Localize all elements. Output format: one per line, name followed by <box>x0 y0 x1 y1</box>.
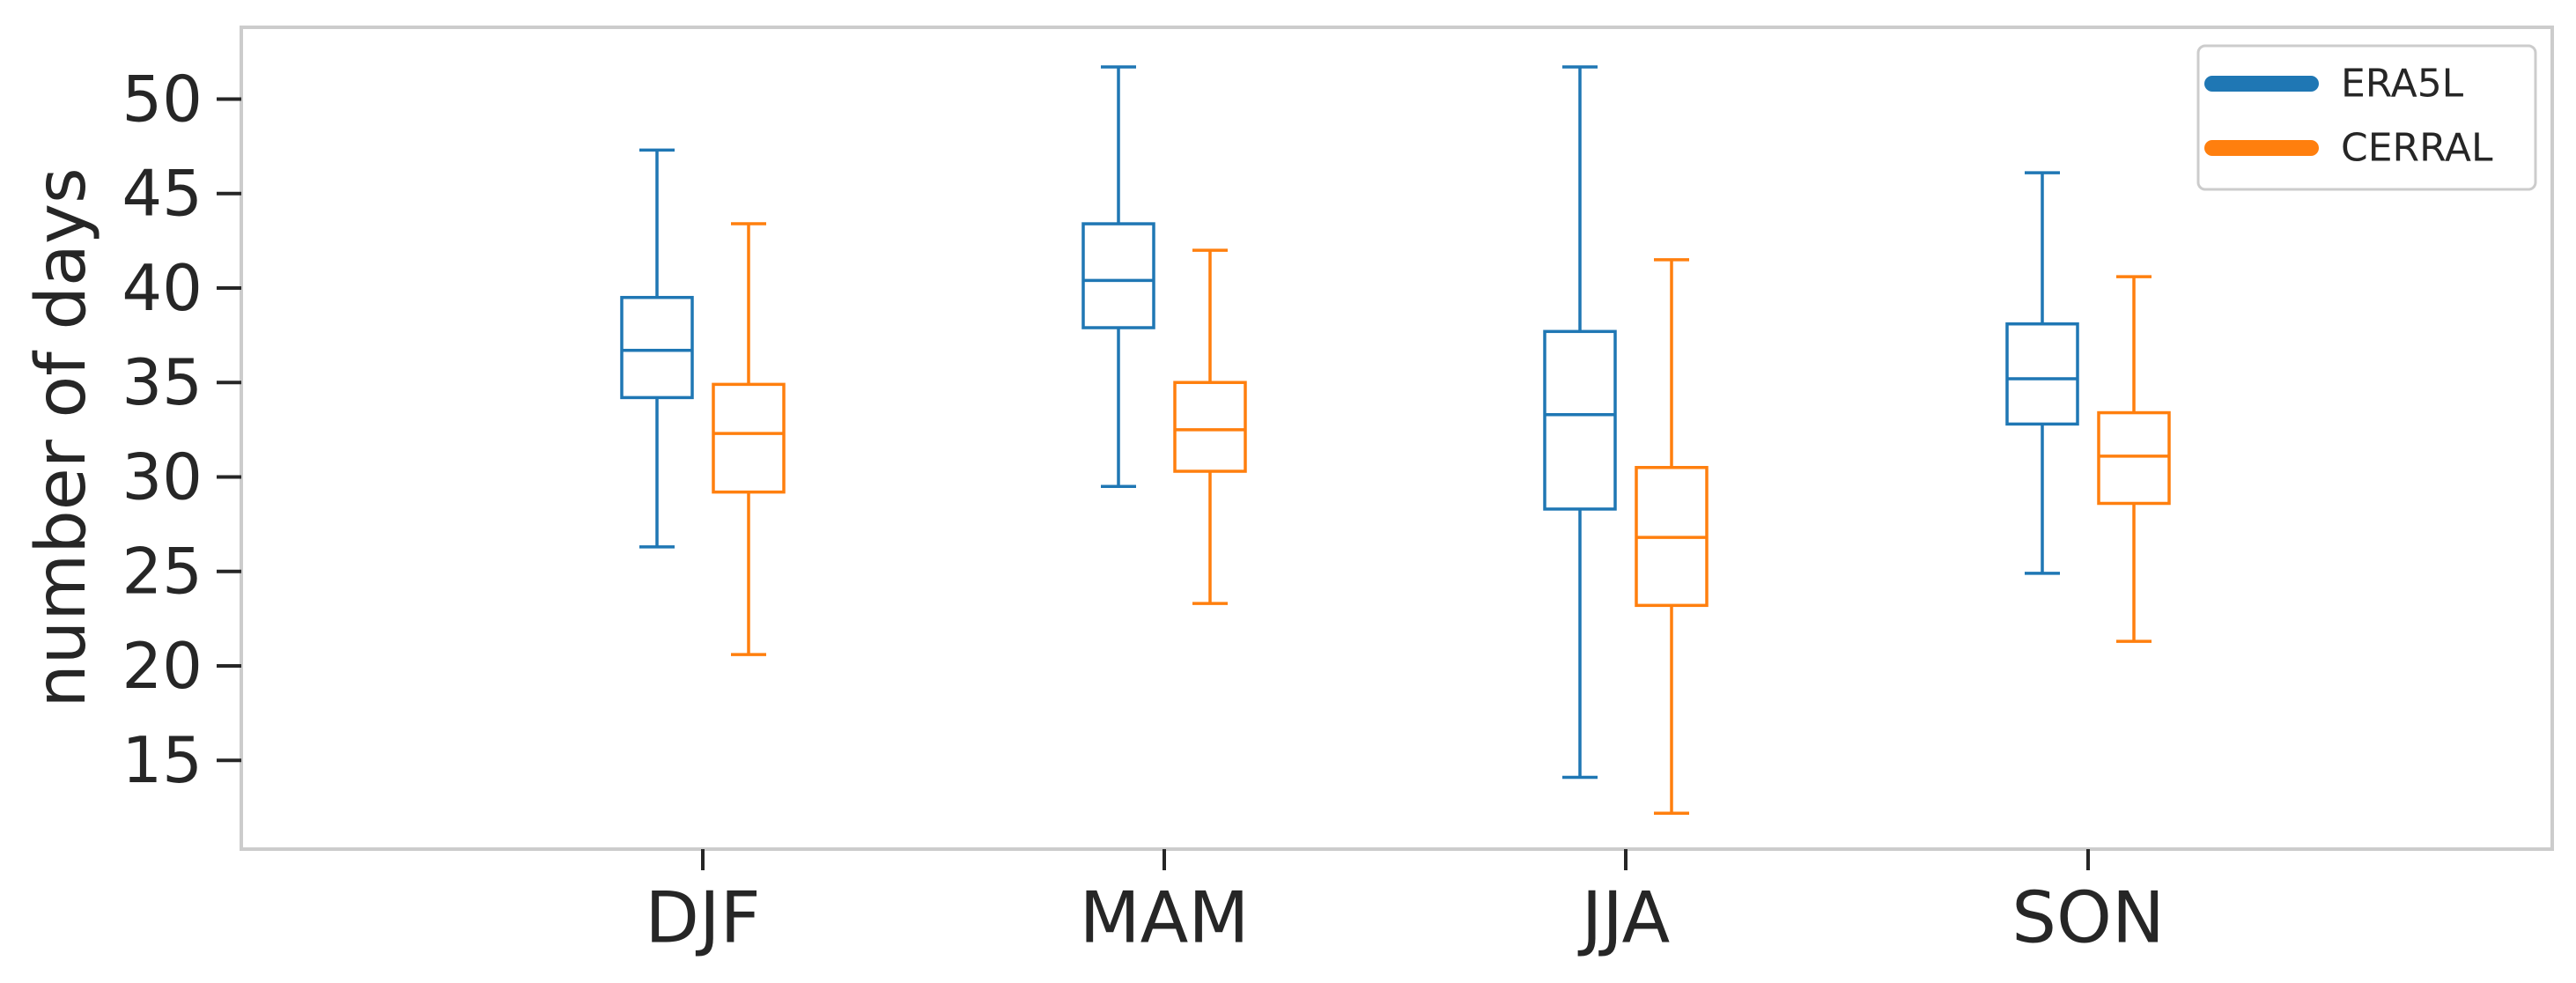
box-iqr <box>2005 322 2079 426</box>
box-cerral-djf <box>712 222 786 656</box>
box-era5l-mam <box>1081 65 1155 488</box>
x-tick-label: DJF <box>645 877 760 959</box>
y-tick-label: 25 <box>122 535 203 609</box>
box-iqr <box>1543 329 1617 511</box>
box-iqr <box>1081 222 1155 329</box>
box-iqr <box>2097 410 2171 506</box>
box-era5l-son <box>2005 171 2079 575</box>
box-iqr <box>712 382 786 494</box>
x-tick-label: SON <box>2011 877 2165 959</box>
legend: ERA5L CERRAL <box>2196 44 2537 191</box>
box-plots <box>620 65 2171 815</box>
y-axis: 15 20 25 30 35 40 45 50 <box>122 63 241 797</box>
box-era5l-djf <box>620 148 694 549</box>
box-cerral-son <box>2097 275 2171 643</box>
y-tick-label: 30 <box>122 440 203 514</box>
box-iqr <box>1173 381 1247 473</box>
y-tick-label: 50 <box>122 63 203 137</box>
y-axis-label: number of days <box>22 167 101 707</box>
y-tick-label: 45 <box>122 157 203 231</box>
y-tick-label: 20 <box>122 629 203 703</box>
box-iqr <box>620 295 694 400</box>
box-cerral-mam <box>1173 248 1247 605</box>
x-axis: DJF MAM JJA SON <box>645 849 2165 959</box>
box-cerral-jja <box>1635 258 1709 815</box>
box-era5l-jja <box>1543 65 1617 780</box>
legend-label-cerral: CERRAL <box>2341 126 2493 171</box>
y-tick-label: 15 <box>122 723 203 797</box>
plot-frame <box>240 26 2554 851</box>
legend-label-era5l: ERA5L <box>2341 62 2464 107</box>
x-tick-label: JJA <box>1577 877 1671 959</box>
y-tick-label: 35 <box>122 345 203 419</box>
x-tick-label: MAM <box>1080 877 1250 959</box>
y-tick-label: 40 <box>122 251 203 325</box>
